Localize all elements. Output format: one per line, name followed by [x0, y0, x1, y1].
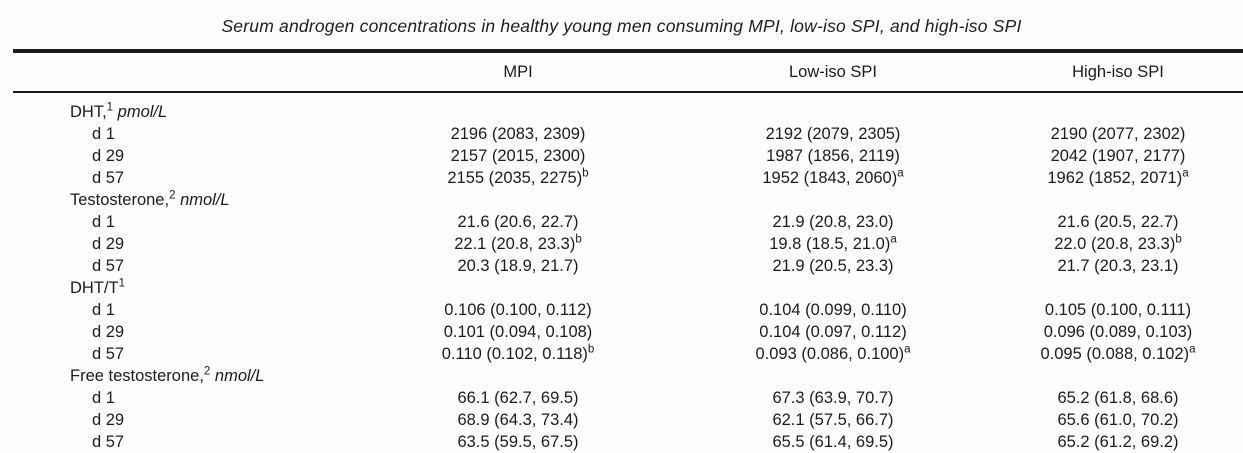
value-cell: 21.9 (20.5, 23.3)	[772, 256, 894, 275]
col-header-low-iso-spi: Low-iso SPI	[673, 51, 993, 93]
value-cell: 0.110 (0.102, 0.118)b	[441, 343, 595, 363]
analyte-label: DHT,1 pmol/L	[70, 101, 168, 121]
analyte-label: DHT/T1	[70, 277, 125, 297]
day-label: d 57	[92, 432, 125, 451]
significance-marker: b	[582, 167, 589, 179]
day-label: d 57	[92, 168, 125, 187]
day-label: d 1	[92, 212, 115, 231]
value-cell: 1962 (1852, 2071)a	[1047, 167, 1189, 187]
section-row: Testosterone,2 nmol/L	[13, 189, 1243, 211]
value-cell: 65.2 (61.8, 68.6)	[1057, 388, 1179, 407]
value-cell: 22.1 (20.8, 23.3)b	[454, 233, 582, 253]
value-cell: 0.096 (0.089, 0.103)	[1043, 322, 1193, 341]
day-label: d 29	[92, 410, 125, 429]
value-cell: 1987 (1856, 2119)	[766, 146, 900, 165]
data-row: d 1 21.6 (20.6, 22.7) 21.9 (20.8, 23.0) 21.…	[13, 211, 1243, 233]
value-cell: 62.1 (57.5, 66.7)	[772, 410, 894, 429]
day-label: d 29	[92, 234, 125, 253]
data-row: d 57 63.5 (59.5, 67.5) 65.5 (61.4, 69.5) 65…	[13, 431, 1243, 453]
col-header-high-iso-spi: High-iso SPI	[993, 51, 1243, 93]
value-cell: 21.6 (20.5, 22.7)	[1057, 212, 1179, 231]
value-cell: 65.2 (61.2, 69.2)	[1057, 432, 1179, 451]
unit-label: nmol/L	[180, 190, 230, 209]
value-cell: 0.095 (0.088, 0.102)a	[1040, 343, 1196, 363]
value-cell: 0.106 (0.100, 0.112)	[444, 300, 592, 319]
value-cell: 0.093 (0.086, 0.100)a	[755, 343, 911, 363]
data-row: d 29 22.1 (20.8, 23.3)b 19.8 (18.5, 21.0)a…	[13, 233, 1243, 255]
day-label: d 1	[92, 300, 115, 319]
value-cell: 2192 (2079, 2305)	[765, 124, 901, 143]
table-title: Serum androgen concentrations in healthy…	[221, 16, 1022, 36]
value-cell: 67.3 (63.9, 70.7)	[772, 388, 894, 407]
androgen-concentrations-table: MPI Low-iso SPI High-iso SPI DHT,1 pmol/…	[13, 49, 1243, 453]
significance-marker: b	[1175, 233, 1182, 245]
section-row: DHT,1 pmol/L	[13, 92, 1243, 123]
value-cell: 21.9 (20.8, 23.0)	[772, 212, 894, 231]
table-body: DHT,1 pmol/L d 1 2196 (2083, 2309) 2192 (20…	[13, 92, 1243, 453]
section-row: DHT/T1	[13, 277, 1243, 299]
day-label: d 57	[92, 256, 125, 275]
significance-marker: a	[1189, 343, 1196, 355]
value-cell: 1952 (1843, 2060)a	[762, 167, 904, 187]
unit-label: nmol/L	[214, 366, 265, 385]
significance-marker: a	[904, 343, 911, 355]
data-row: d 1 2196 (2083, 2309) 2192 (2079, 2305) 219…	[13, 123, 1243, 145]
value-cell: 0.101 (0.094, 0.108)	[443, 322, 593, 341]
day-label: d 1	[92, 388, 115, 407]
value-cell: 0.104 (0.097, 0.112)	[759, 322, 907, 341]
significance-marker: b	[587, 343, 595, 355]
value-cell: 0.104 (0.099, 0.110)	[759, 300, 907, 319]
footnote-marker: 1	[118, 277, 125, 289]
data-row: d 57 0.110 (0.102, 0.118)b 0.093 (0.086, 0…	[13, 343, 1243, 365]
value-cell: 22.0 (20.8, 23.3)b	[1054, 233, 1182, 253]
value-cell: 20.3 (18.9, 21.7)	[457, 256, 579, 275]
value-cell: 2196 (2083, 2309)	[450, 124, 586, 143]
day-label: d 29	[92, 322, 125, 341]
analyte-label: Free testosterone,2 nmol/L	[70, 365, 265, 385]
day-label: d 29	[92, 146, 125, 165]
value-cell: 2190 (2077, 2302)	[1050, 124, 1186, 143]
value-cell: 2155 (2035, 2275)b	[447, 167, 589, 187]
value-cell: 21.7 (20.3, 23.1)	[1057, 256, 1179, 275]
value-cell: 0.105 (0.100, 0.111)	[1044, 300, 1192, 319]
value-cell: 68.9 (64.3, 73.4)	[457, 410, 579, 429]
value-cell: 65.5 (61.4, 69.5)	[772, 432, 894, 451]
header-row: MPI Low-iso SPI High-iso SPI	[13, 51, 1243, 93]
footnote-marker: 2	[169, 189, 176, 201]
section-row: Free testosterone,2 nmol/L	[13, 365, 1243, 387]
significance-marker: a	[897, 167, 904, 179]
stub-header	[13, 51, 363, 93]
value-cell: 2042 (1907, 2177)	[1050, 146, 1186, 165]
data-row: d 29 68.9 (64.3, 73.4) 62.1 (57.5, 66.7) 65…	[13, 409, 1243, 431]
footnote-marker: 1	[106, 101, 114, 113]
unit-label: pmol/L	[117, 102, 168, 121]
value-cell: 21.6 (20.6, 22.7)	[457, 212, 579, 231]
value-cell: 2157 (2015, 2300)	[450, 146, 586, 165]
day-label: d 57	[92, 344, 125, 363]
significance-marker: a	[890, 233, 897, 245]
significance-marker: a	[1182, 167, 1189, 179]
data-row: d 29 2157 (2015, 2300) 1987 (1856, 2119) 20…	[13, 145, 1243, 167]
value-cell: 19.8 (18.5, 21.0)a	[769, 233, 897, 253]
data-row: d 1 0.106 (0.100, 0.112) 0.104 (0.099, 0.1…	[13, 299, 1243, 321]
significance-marker: b	[575, 233, 582, 245]
data-row: d 57 2155 (2035, 2275)b 1952 (1843, 2060)a…	[13, 167, 1243, 189]
analyte-label: Testosterone,2 nmol/L	[70, 189, 230, 209]
data-row: d 29 0.101 (0.094, 0.108) 0.104 (0.097, 0.…	[13, 321, 1243, 343]
col-header-mpi: MPI	[363, 51, 673, 93]
footnote-marker: 2	[203, 365, 211, 377]
data-row: d 57 20.3 (18.9, 21.7) 21.9 (20.5, 23.3) 21…	[13, 255, 1243, 277]
value-cell: 66.1 (62.7, 69.5)	[457, 388, 579, 407]
data-row: d 1 66.1 (62.7, 69.5) 67.3 (63.9, 70.7) 65.…	[13, 387, 1243, 409]
value-cell: 65.6 (61.0, 70.2)	[1057, 410, 1179, 429]
value-cell: 63.5 (59.5, 67.5)	[457, 432, 579, 451]
day-label: d 1	[92, 124, 115, 143]
